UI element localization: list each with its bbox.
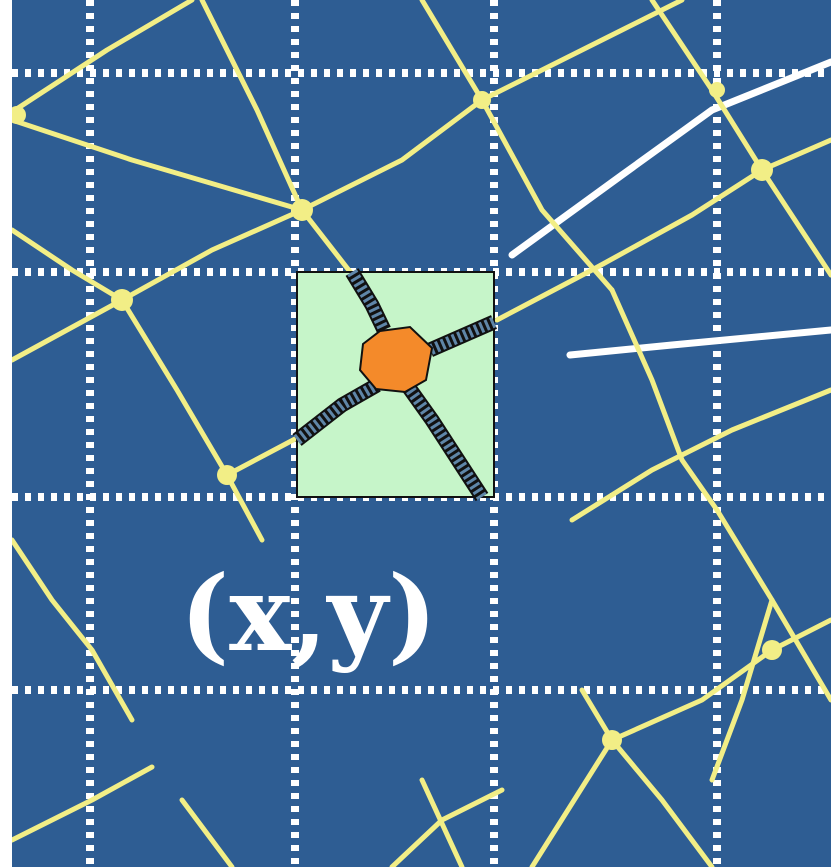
road-f	[649, 0, 831, 278]
road-o	[579, 687, 715, 867]
intersection-dot	[762, 640, 782, 660]
intersection-dot	[709, 82, 725, 98]
road-q	[12, 764, 155, 843]
zoom-inset	[292, 268, 498, 502]
road-i	[12, 227, 125, 303]
road-m	[569, 387, 831, 523]
coordinate-label: (x,y)	[180, 552, 437, 675]
intersection-dot	[751, 159, 773, 181]
road-u	[709, 597, 775, 783]
road-l	[609, 287, 831, 703]
road-a	[12, 0, 195, 115]
road-k	[494, 137, 831, 323]
intersection-dot	[473, 91, 491, 109]
inset-road-right	[426, 315, 498, 357]
road-p	[529, 617, 831, 867]
white-road-upper-right	[508, 58, 831, 259]
road-b	[12, 117, 375, 303]
intersection-dot	[12, 106, 26, 124]
intersection-dot	[111, 289, 133, 311]
inset-roads	[292, 268, 498, 502]
white-road-mid-right	[566, 326, 831, 359]
intersection-dot	[602, 730, 622, 750]
inset-road-left-fill	[293, 380, 380, 445]
inset-road-down-fill	[402, 381, 487, 500]
map-panel: (x,y)	[12, 0, 831, 867]
road-r	[179, 797, 235, 867]
road-e	[419, 0, 615, 293]
intersections	[12, 82, 782, 750]
road-g	[12, 207, 305, 363]
white-roads	[508, 58, 831, 359]
intersection-dot	[291, 199, 313, 221]
road-t	[419, 777, 465, 867]
road-n	[12, 537, 135, 723]
orange-node-icon	[358, 325, 434, 394]
road-d	[199, 0, 305, 213]
intersection-dot	[217, 465, 237, 485]
road-h	[119, 297, 265, 543]
inset-road-up-fill	[347, 269, 389, 333]
